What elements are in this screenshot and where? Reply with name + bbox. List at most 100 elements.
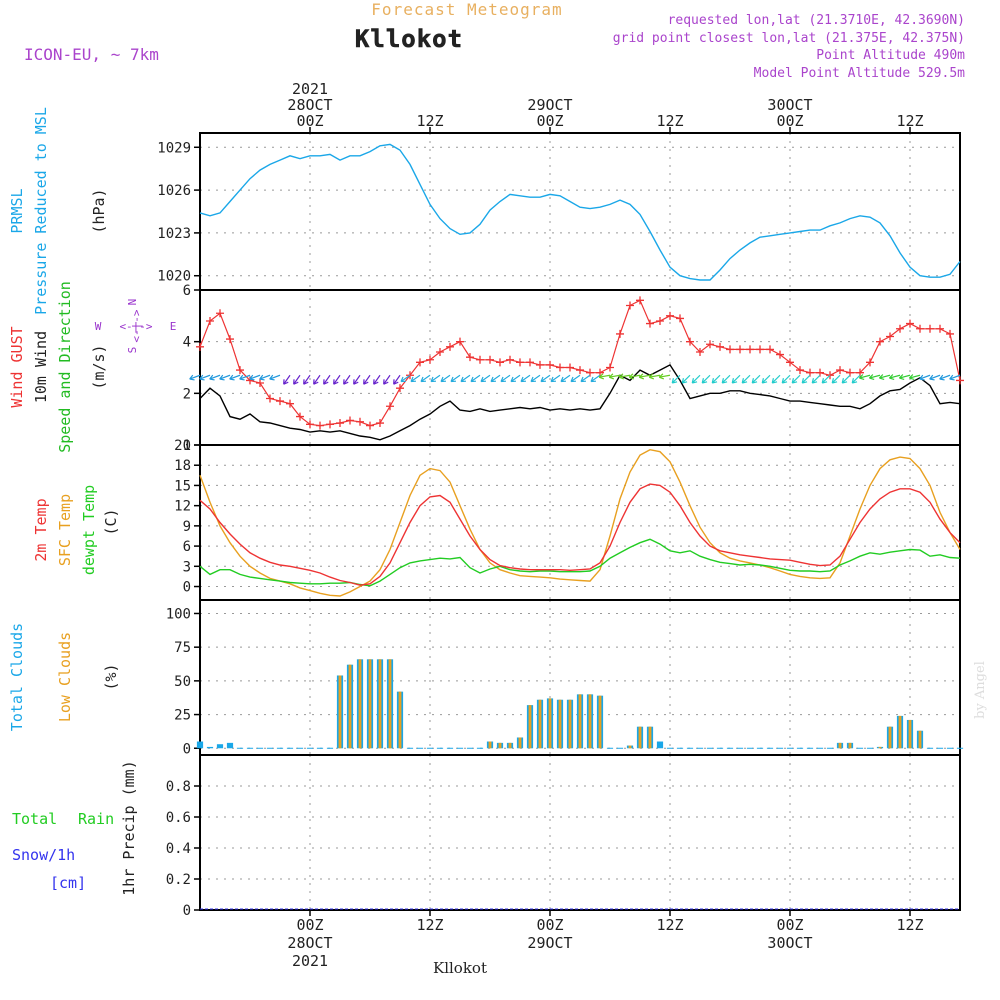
wind-gust-marker (196, 342, 204, 351)
wind-direction-arrow (209, 374, 221, 381)
x-tick-label-top: 30OCT (767, 96, 812, 114)
wind-direction-arrow (851, 374, 861, 384)
y-tick-label: 75 (174, 640, 191, 656)
label-pressure-msl: Pressure Reduced to MSL (32, 107, 50, 315)
low-clouds-bar (538, 699, 542, 749)
x-tick-label-top: 2021 (292, 80, 328, 98)
wind-direction-arrow (648, 373, 661, 380)
total-clouds-bar (196, 741, 204, 749)
y-tick-label: 15 (174, 478, 191, 494)
low-clouds-bar (878, 746, 882, 749)
low-clouds-bar (358, 659, 362, 749)
label-speed-direction: Speed and Direction (56, 281, 74, 453)
wind-gust-marker (726, 345, 734, 354)
x-tick-label-top: 00Z (536, 112, 563, 130)
x-tick-label-bottom: 00Z (296, 916, 323, 934)
wind-direction-arrow (500, 374, 511, 383)
compass-arrows-v: <-|-> (130, 309, 143, 342)
panel-frame-pressure (199, 132, 961, 291)
wind-gust-marker (936, 324, 944, 333)
credit-text: by Angel (973, 661, 988, 719)
wind-direction-arrow (721, 374, 731, 384)
wind-direction-arrow (671, 374, 681, 384)
y-tick-label: 50 (174, 674, 191, 690)
y-tick-label: 0 (183, 741, 191, 757)
wind-gust-marker (876, 337, 884, 346)
wind-gust-marker (696, 348, 704, 356)
wind-direction-arrow (293, 374, 301, 385)
model-label: ICON-EU, ~ 7km (24, 45, 159, 64)
low-clouds-bar (528, 705, 532, 749)
x-tick-label-bottom: 00Z (536, 916, 563, 934)
y-tick-label: 100 (166, 606, 191, 622)
x-tick-label-bottom: 12Z (416, 916, 443, 934)
low-clouds-bar (338, 675, 342, 749)
wind-direction-arrow (731, 374, 741, 384)
wind-direction-arrow (608, 373, 621, 380)
wind-direction-arrow (480, 374, 491, 383)
wind-direction-arrow (490, 374, 501, 383)
wind-gust-marker (896, 324, 904, 333)
x-tick-label-bottom: 12Z (656, 916, 683, 934)
y-tick-label: 0.8 (166, 779, 191, 795)
wind-gust-marker (436, 348, 444, 356)
wind-direction-arrow (868, 374, 881, 381)
wind-gust-marker (396, 384, 404, 393)
location-title: Kllokot (355, 25, 463, 53)
wind-direction-arrow (919, 374, 931, 381)
wind-gust-marker (476, 355, 484, 364)
label-1hr-precip: 1hr Precip (mm) (120, 760, 138, 895)
wind-direction-arrow (570, 374, 581, 383)
wind-gust-marker (956, 376, 964, 385)
wind-direction-arrow (929, 374, 941, 381)
wind-direction-arrow (858, 374, 871, 381)
wind-direction-arrow (393, 374, 401, 385)
gridpoint-coords: grid point closest lon,lat (21.375E, 42.… (613, 31, 965, 46)
x-tick-label-top: 00Z (776, 112, 803, 130)
wind-direction-arrow (333, 374, 341, 385)
low-clouds-bar (558, 699, 562, 749)
wind-direction-arrow (510, 374, 521, 383)
wind-gust-marker (736, 345, 744, 354)
wind-direction-arrow (189, 374, 201, 381)
wind-gust-marker (566, 363, 574, 372)
wind-gust-marker (626, 301, 634, 310)
wind-direction-arrow (269, 374, 281, 381)
wind-gust-marker (606, 363, 614, 372)
y-tick-label: 1026 (157, 183, 191, 199)
x-tick-label-bottom: 28OCT (287, 934, 332, 952)
wind-gust-marker (796, 366, 804, 375)
wind-gust-marker (296, 412, 304, 421)
wind-direction-arrow (658, 373, 671, 380)
wind-direction-arrow (761, 374, 771, 384)
wind-direction-arrow (199, 374, 211, 381)
wind-gust-marker (666, 311, 674, 320)
label-10m-wind: 10m Wind (32, 331, 50, 403)
series-sfc-temp-line (199, 448, 961, 597)
low-clouds-bar (518, 737, 522, 749)
wind-direction-arrow (460, 374, 471, 383)
wind-direction-arrow (878, 374, 891, 381)
wind-gust-marker (206, 317, 214, 325)
y-tick-label: 6 (183, 283, 191, 299)
y-tick-label: 1020 (157, 269, 191, 285)
wind-direction-arrow (550, 374, 561, 383)
wind-gust-marker (256, 379, 264, 387)
compass-arrows-h: <-|-> (119, 320, 152, 333)
low-clouds-bar (888, 726, 892, 749)
series-dewpt-temp-line (199, 538, 961, 587)
wind-gust-marker (216, 309, 224, 318)
wind-direction-arrow (618, 373, 631, 380)
wind-gust-marker (356, 417, 364, 426)
label-c: (C) (102, 508, 120, 535)
wind-gust-marker (916, 324, 924, 333)
wind-direction-arrow (831, 374, 841, 384)
wind-direction-arrow (219, 374, 231, 381)
y-tick-label: 0.4 (166, 841, 191, 857)
total-clouds-bar (226, 742, 234, 749)
wind-direction-arrow (821, 374, 831, 384)
label-2m-temp: 2m Temp (32, 498, 50, 561)
x-tick-label-bottom: 00Z (776, 916, 803, 934)
label-ms: (m/s) (90, 344, 108, 389)
label-hpa: (hPa) (90, 188, 108, 233)
